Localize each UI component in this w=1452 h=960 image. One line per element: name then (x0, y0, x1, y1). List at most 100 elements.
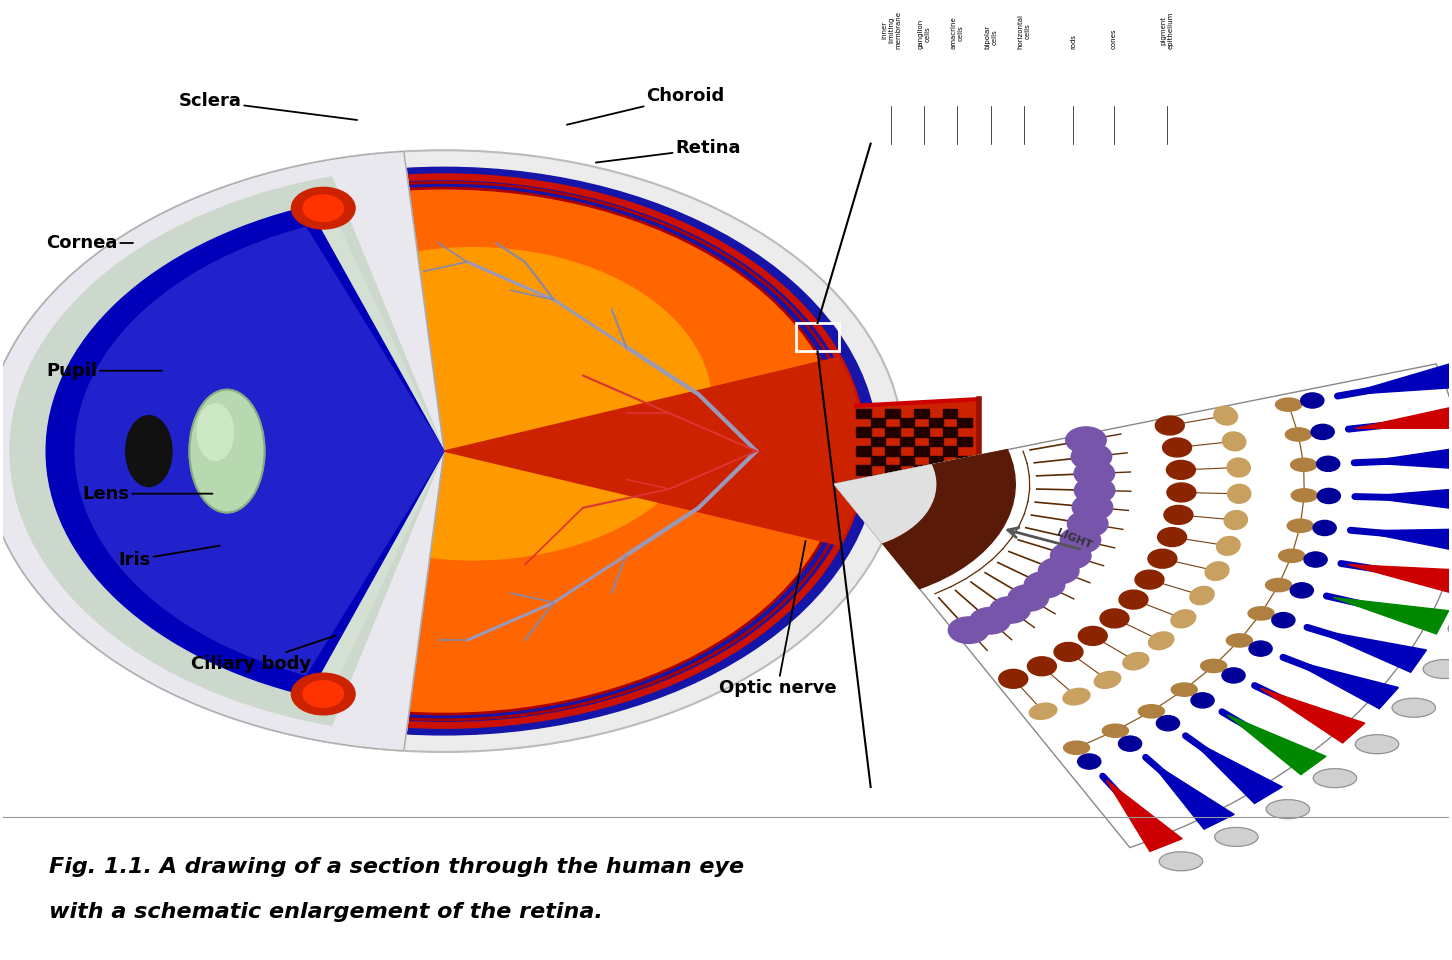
Text: Lens: Lens (83, 485, 212, 503)
Ellipse shape (1224, 511, 1247, 530)
Circle shape (1067, 511, 1108, 537)
Circle shape (1191, 693, 1214, 708)
Circle shape (1028, 657, 1057, 676)
Text: Cornea: Cornea (46, 234, 134, 252)
Ellipse shape (1063, 688, 1090, 705)
Ellipse shape (1291, 489, 1317, 502)
Polygon shape (857, 399, 979, 503)
Bar (871, 418, 886, 427)
Circle shape (1156, 416, 1185, 435)
Ellipse shape (1122, 653, 1149, 670)
Circle shape (1166, 461, 1195, 479)
Bar (886, 466, 900, 475)
Circle shape (990, 597, 1031, 623)
Polygon shape (1333, 597, 1449, 634)
Ellipse shape (1215, 828, 1257, 847)
Wedge shape (835, 449, 1015, 588)
Polygon shape (1347, 564, 1452, 594)
Bar (915, 427, 928, 437)
Bar (857, 446, 871, 456)
Ellipse shape (1279, 549, 1305, 563)
Wedge shape (0, 152, 444, 751)
Ellipse shape (1029, 703, 1057, 719)
Circle shape (303, 681, 344, 708)
Circle shape (234, 248, 711, 560)
Text: Pupil: Pupil (46, 362, 161, 380)
Text: Fig. 1.1. A drawing of a section through the human eye: Fig. 1.1. A drawing of a section through… (49, 857, 745, 877)
Ellipse shape (1138, 705, 1165, 718)
Circle shape (1066, 427, 1106, 453)
Bar (886, 446, 900, 456)
Polygon shape (1106, 780, 1182, 852)
Circle shape (1072, 494, 1112, 520)
Circle shape (1101, 609, 1130, 628)
Bar (796, 323, 839, 351)
Circle shape (10, 167, 878, 735)
Wedge shape (46, 203, 444, 700)
Circle shape (1060, 527, 1101, 553)
Circle shape (1301, 393, 1324, 408)
Bar (915, 409, 928, 418)
Bar (957, 456, 971, 466)
Wedge shape (835, 364, 1452, 848)
Ellipse shape (1275, 398, 1301, 411)
Ellipse shape (126, 416, 171, 487)
Bar (886, 427, 900, 437)
Wedge shape (444, 357, 864, 545)
Circle shape (0, 151, 905, 752)
Circle shape (1077, 754, 1101, 769)
Bar (942, 409, 957, 418)
Bar (857, 484, 871, 493)
Ellipse shape (1249, 607, 1273, 620)
Bar (915, 484, 928, 493)
Wedge shape (10, 177, 444, 725)
Circle shape (1304, 552, 1327, 567)
Wedge shape (46, 206, 444, 696)
Ellipse shape (1313, 769, 1356, 787)
Bar (900, 456, 915, 466)
Circle shape (10, 167, 878, 735)
Bar (871, 475, 886, 484)
Polygon shape (1191, 739, 1282, 804)
Text: LIGHT: LIGHT (1056, 528, 1093, 551)
Ellipse shape (1214, 406, 1237, 425)
Circle shape (42, 188, 847, 714)
Circle shape (970, 608, 1011, 634)
Bar (886, 409, 900, 418)
Text: amacrine
cells: amacrine cells (951, 16, 964, 49)
Bar (928, 456, 942, 466)
Wedge shape (25, 180, 444, 721)
Ellipse shape (1266, 800, 1310, 819)
Ellipse shape (1223, 432, 1246, 451)
Text: inner
limiting
membrane: inner limiting membrane (881, 12, 900, 49)
Polygon shape (1289, 660, 1398, 708)
Wedge shape (76, 228, 444, 675)
Circle shape (1054, 642, 1083, 661)
Polygon shape (1150, 761, 1234, 829)
Circle shape (1072, 444, 1112, 469)
Text: rods: rods (1070, 34, 1076, 49)
Circle shape (303, 195, 344, 222)
Ellipse shape (1189, 587, 1214, 605)
Bar (942, 466, 957, 475)
Ellipse shape (1172, 683, 1198, 696)
Circle shape (1079, 627, 1108, 645)
Bar (957, 475, 971, 484)
Circle shape (1223, 668, 1244, 683)
Bar (900, 418, 915, 427)
Ellipse shape (1205, 562, 1228, 581)
Circle shape (1008, 585, 1048, 612)
Circle shape (1038, 558, 1079, 584)
Circle shape (1118, 736, 1141, 752)
Polygon shape (1356, 404, 1452, 428)
Bar (886, 484, 900, 493)
Ellipse shape (1063, 741, 1089, 755)
Ellipse shape (1227, 634, 1253, 647)
Text: cones: cones (1111, 29, 1117, 49)
Circle shape (292, 673, 356, 715)
Text: Sclera: Sclera (179, 92, 357, 120)
Circle shape (948, 617, 989, 643)
Bar (857, 427, 871, 437)
Ellipse shape (189, 390, 264, 513)
Circle shape (1165, 506, 1194, 524)
